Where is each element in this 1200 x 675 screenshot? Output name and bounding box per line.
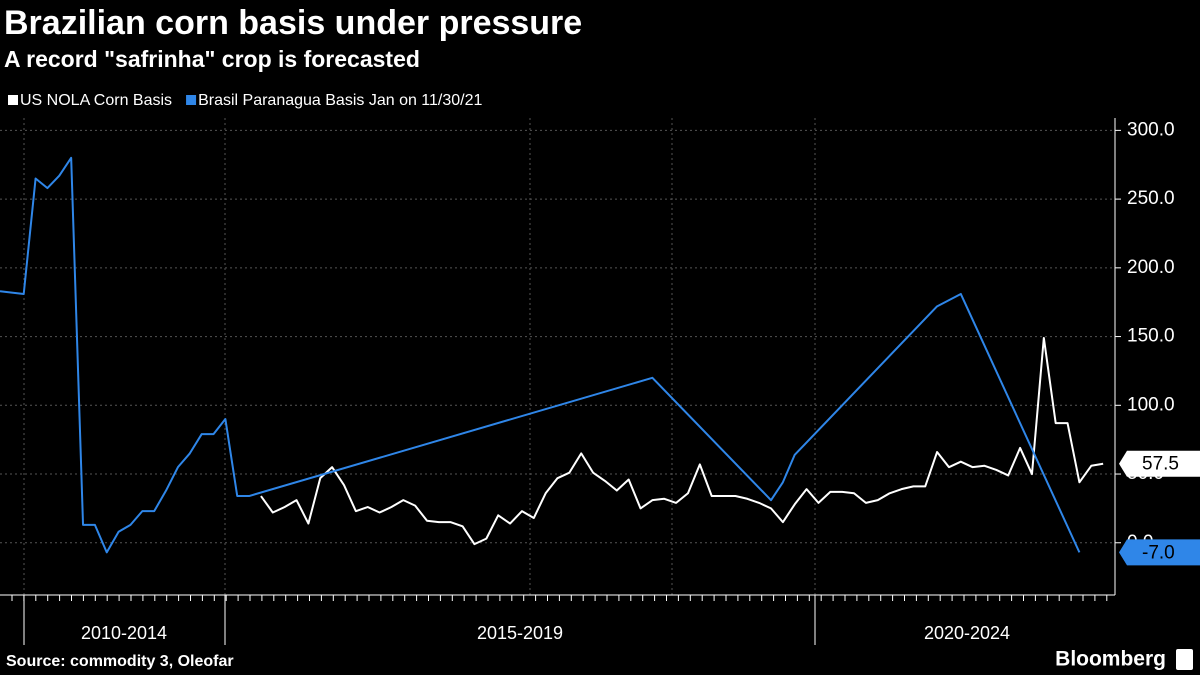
y-tick-label: 100.0 [1127, 394, 1175, 415]
value-tag [1119, 450, 1200, 477]
y-tick-label: 300.0 [1127, 119, 1175, 140]
y-tick-label: 150.0 [1127, 326, 1175, 347]
source: Source: commodity 3, Oleofar [6, 653, 234, 670]
value-tag [1119, 539, 1200, 566]
chart-subtitle: A record "safrinha" crop is forecasted [4, 46, 420, 72]
x-group-label: 2010-2014 [81, 623, 167, 643]
series-line [260, 336, 1104, 546]
legend-swatch [8, 95, 18, 105]
legend-label: Brasil Paranagua Basis Jan on 11/30/21 [198, 92, 482, 109]
x-group-label: 2020-2024 [924, 623, 1010, 643]
value-label: 57.5 [1142, 454, 1179, 475]
y-tick-label: 250.0 [1127, 188, 1175, 209]
value-label: -7.0 [1142, 542, 1175, 563]
y-tick-label: 200.0 [1127, 257, 1175, 278]
series-line [0, 156, 1081, 554]
legend-swatch [186, 95, 197, 105]
legend-label: US NOLA Corn Basis [20, 92, 172, 109]
chart-title: Brazilian corn basis under pressure [4, 4, 582, 42]
brand-icon [1176, 649, 1193, 670]
brand: Bloomberg [1055, 648, 1166, 671]
x-group-label: 2015-2019 [477, 623, 563, 643]
